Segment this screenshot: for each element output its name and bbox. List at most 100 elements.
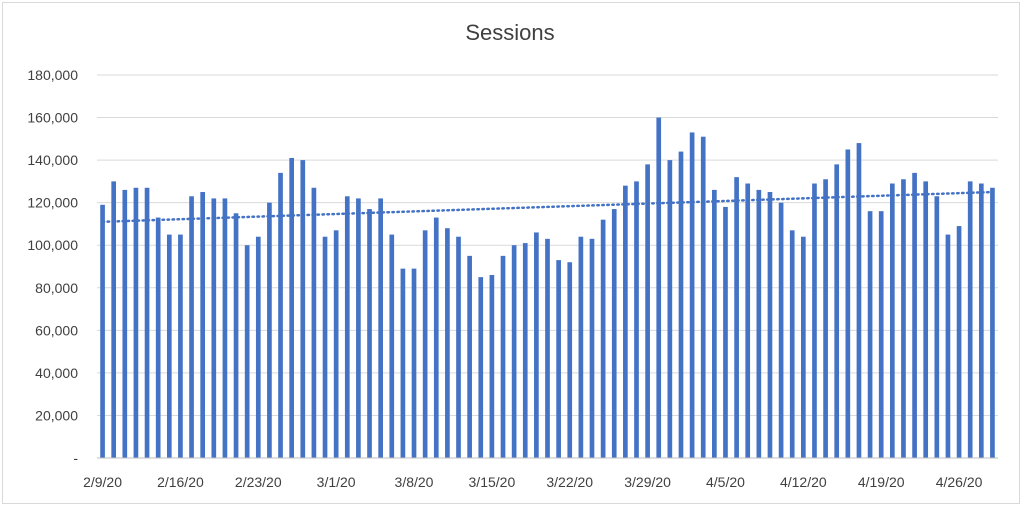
bar: [756, 189, 762, 458]
trendline: [101, 190, 994, 224]
bar: [778, 202, 784, 458]
bar: [356, 198, 361, 458]
bar: [689, 132, 695, 458]
x-tick-label: 3/8/20: [395, 474, 434, 490]
bar: [712, 189, 717, 458]
bar: [945, 234, 951, 458]
bar: [723, 206, 728, 458]
bar: [967, 181, 973, 458]
y-tick-label: 40,000: [35, 365, 78, 381]
bar: [767, 192, 773, 458]
x-tick-label: 4/19/20: [858, 474, 905, 490]
bar: [511, 245, 517, 458]
bar: [878, 211, 884, 458]
x-tick-label: 3/22/20: [546, 474, 593, 490]
bar: [545, 238, 550, 458]
bar: [367, 209, 372, 458]
bar: [745, 183, 751, 458]
bar: [200, 192, 206, 458]
bar: [656, 117, 662, 459]
bar: [211, 198, 217, 458]
bar: [522, 243, 528, 458]
x-tick-label: 3/1/20: [317, 474, 356, 490]
bar: [534, 232, 539, 458]
bar: [300, 160, 306, 458]
bars: [100, 117, 995, 459]
bar: [990, 187, 995, 458]
bar: [233, 213, 239, 458]
bar: [378, 198, 383, 458]
bar: [445, 228, 450, 458]
bar: [889, 183, 895, 458]
bar: [255, 236, 261, 458]
bar: [467, 255, 472, 458]
bar: [111, 181, 117, 458]
bar: [144, 187, 150, 458]
bar: [578, 236, 584, 458]
bar: [289, 157, 294, 458]
bar: [222, 198, 228, 458]
bar: [567, 262, 573, 458]
bar: [489, 275, 495, 458]
bar: [166, 234, 172, 458]
bar: [422, 230, 428, 458]
bar: [667, 160, 673, 458]
y-tick-label: 80,000: [35, 280, 78, 296]
bar: [178, 234, 183, 458]
x-tick-label: 2/23/20: [235, 474, 282, 490]
bar: [433, 217, 439, 458]
x-tick-label: 4/12/20: [780, 474, 827, 490]
y-tick-label: -: [73, 450, 78, 466]
bar: [333, 230, 339, 458]
x-tick-label: 2/9/20: [83, 474, 122, 490]
y-tick-label: 140,000: [27, 152, 78, 168]
bar: [867, 211, 873, 458]
bar: [322, 236, 328, 458]
bar: [189, 196, 194, 459]
bar: [901, 179, 906, 458]
bar: [823, 179, 828, 458]
x-tick-label: 4/26/20: [936, 474, 983, 490]
bar: [734, 177, 739, 458]
y-tick-label: 100,000: [27, 237, 78, 253]
y-tick-label: 60,000: [35, 322, 78, 338]
bar: [934, 196, 940, 459]
y-tick-label: 160,000: [27, 110, 78, 126]
bar: [912, 172, 917, 458]
x-tick-label: 4/5/20: [706, 474, 745, 490]
bar: [344, 196, 350, 459]
bar: [923, 181, 929, 458]
bar: [611, 209, 617, 458]
bar: [267, 202, 272, 458]
bar: [623, 185, 628, 458]
bar: [278, 172, 283, 458]
bar: [634, 181, 639, 458]
bar: [789, 230, 795, 458]
bar: [478, 277, 484, 458]
bar: [812, 183, 817, 458]
bar: [845, 149, 851, 458]
x-tick-label: 3/29/20: [624, 474, 671, 490]
y-tick-label: 120,000: [27, 195, 78, 211]
bar: [311, 187, 317, 458]
x-tick-label: 3/15/20: [469, 474, 516, 490]
chart-title: Sessions: [465, 20, 555, 45]
bar: [645, 164, 650, 458]
bar: [600, 219, 606, 458]
bar: [389, 234, 395, 458]
bar: [978, 183, 984, 458]
bar: [133, 187, 139, 458]
bar: [801, 236, 806, 458]
bar: [100, 204, 105, 458]
bar: [122, 189, 128, 458]
x-axis-labels: 2/9/20 2/16/20 2/23/20 3/1/20 3/8/20 3/15/20 3…: [83, 474, 983, 490]
bar: [500, 255, 506, 458]
bar: [856, 143, 862, 459]
y-tick-label: 180,000: [27, 67, 78, 83]
y-tick-label: 20,000: [35, 407, 78, 423]
y-axis-labels: - 20,000 40,000 60,000 80,000 100,000 120,000 1…: [27, 67, 78, 466]
bar: [456, 236, 461, 458]
trendline-layer: [101, 190, 994, 224]
